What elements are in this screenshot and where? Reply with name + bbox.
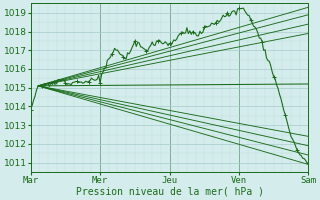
X-axis label: Pression niveau de la mer( hPa ): Pression niveau de la mer( hPa ): [76, 187, 264, 197]
